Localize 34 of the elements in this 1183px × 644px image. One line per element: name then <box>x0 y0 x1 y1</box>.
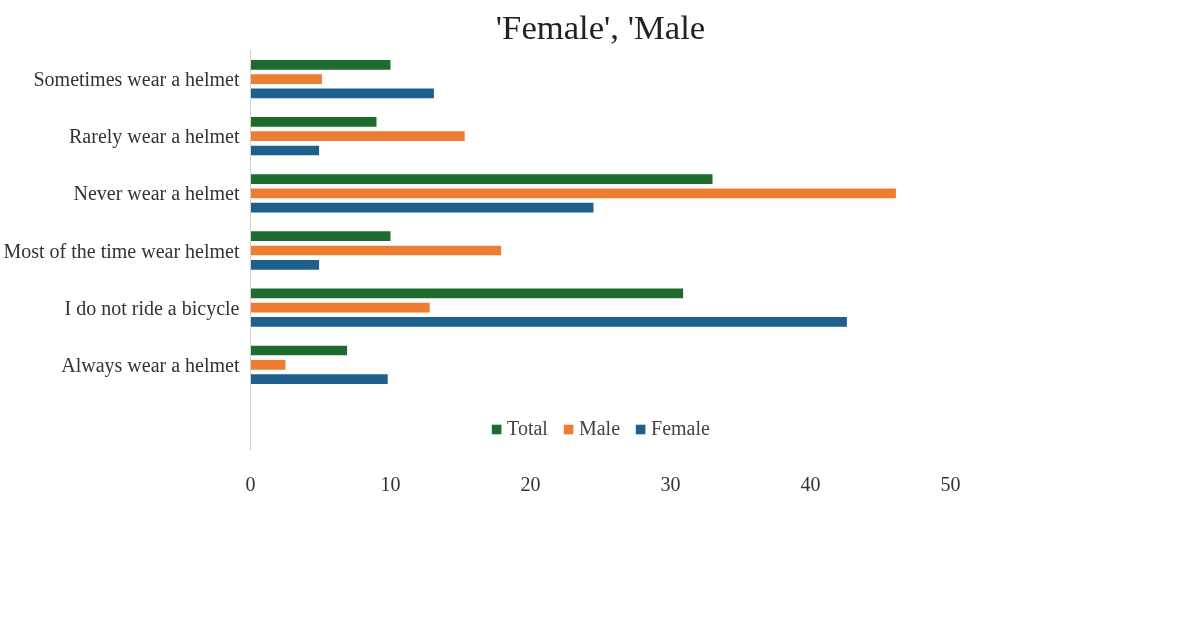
bar <box>250 131 465 142</box>
y-tick-label: Always wear a helmet <box>61 353 240 377</box>
chart-title: 'Female', 'Male <box>495 7 706 46</box>
bar <box>250 302 430 313</box>
y-tick-label: I do not ride a bicycle <box>64 296 240 320</box>
x-tick-label: 20 <box>520 472 541 495</box>
bar <box>250 188 896 199</box>
bar <box>250 202 594 213</box>
bar <box>250 317 847 327</box>
bar <box>250 88 434 99</box>
bar <box>250 288 684 299</box>
x-tick-label: 10 <box>380 472 401 495</box>
x-tick-label: 50 <box>940 472 961 495</box>
x-tick-label: 0 <box>245 472 256 495</box>
bar <box>250 345 348 356</box>
y-tick-label: Rarely wear a helmet <box>69 125 240 149</box>
bar <box>250 231 391 242</box>
legend-label: Male <box>578 417 621 440</box>
bar <box>250 145 320 156</box>
bar <box>250 359 286 370</box>
legend-label: Total <box>507 417 548 440</box>
bar <box>250 74 322 84</box>
x-tick-label: 40 <box>800 472 821 495</box>
bar <box>250 259 320 270</box>
bar <box>250 374 388 384</box>
y-tick-label: Most of the time wear helmet <box>3 239 240 262</box>
y-tick-label: Never wear a helmet <box>73 182 240 205</box>
legend-label: Female <box>651 417 710 440</box>
y-tick-label: Sometimes wear a helmet <box>33 68 240 91</box>
bar <box>250 174 713 184</box>
bar <box>250 59 391 70</box>
bar <box>250 117 377 127</box>
x-tick-label: 30 <box>660 472 681 495</box>
bar <box>250 245 502 256</box>
